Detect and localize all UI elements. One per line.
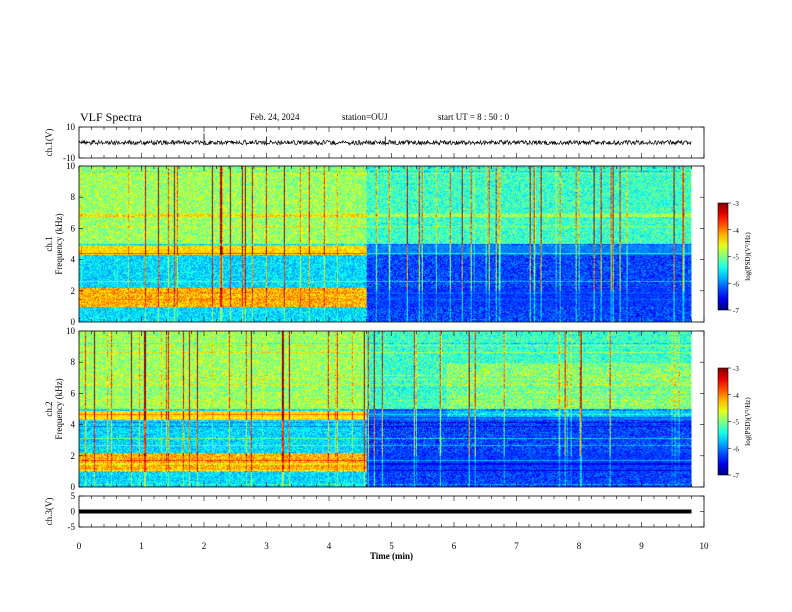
colorbar-tick-label: -4 (733, 392, 739, 400)
colorbar: -3 -4 -5 -6 -7 log(PSD)(V²/Hz) (717, 200, 752, 315)
colorbar-tick-label: -5 (733, 419, 739, 427)
time-axis: 0 1 2 3 4 5 6 7 8 9 10 Time (min) (77, 541, 709, 561)
y-tick-label: 8 (71, 357, 76, 367)
y-axis-label: ch.3(V) (44, 498, 54, 526)
y-tick-label: 5 (71, 491, 76, 501)
x-tick-label: 2 (202, 541, 207, 551)
start-time-label: start UT = 8 : 50 : 0 (438, 112, 510, 122)
colorbar-tick-label: -7 (733, 472, 739, 480)
spectrogram-image (79, 166, 692, 322)
y-tick-label: 4 (71, 420, 76, 430)
y-tick-label: 2 (71, 451, 76, 461)
ch2-spectrogram: 0 2 4 6 8 10 ch.2Frequency (kHz) -3 -4 -5 -6 -7 log(… (44, 326, 752, 492)
ch1-spectrogram: 0 2 4 6 8 10 ch.1Frequency (kHz) -3 -4 -5 -6 -7 log(… (44, 161, 752, 327)
x-tick-label: 3 (264, 541, 269, 551)
y-axis-label-line: Frequency (kHz) (54, 378, 64, 439)
x-tick-label: 5 (389, 541, 394, 551)
x-tick-label: 8 (577, 541, 582, 551)
y-tick-label: 6 (71, 388, 76, 398)
y-axis-label-line: ch.1 (44, 236, 54, 251)
x-tick-label: 7 (514, 541, 519, 551)
y-tick-label: -10 (63, 153, 75, 163)
x-axis-label: Time (min) (370, 551, 413, 561)
y-tick-label: 6 (71, 223, 76, 233)
waveform-trace (78, 139, 692, 146)
colorbar-tick-label: -6 (733, 280, 739, 288)
y-tick-label: 0 (71, 317, 76, 327)
plot-date: Feb. 24, 2024 (250, 112, 300, 122)
colorbar-gradient (717, 202, 729, 311)
x-tick-label: 10 (700, 541, 710, 551)
colorbar-label: log(PSD)(V²/Hz) (744, 232, 752, 281)
x-tick-label: 4 (327, 541, 332, 551)
x-tick-label: 0 (77, 541, 82, 551)
ch1-waveform: 10 -10 ch.1(V) (44, 122, 705, 163)
x-tick-label: 1 (139, 541, 144, 551)
y-tick-label: 10 (66, 161, 76, 171)
x-tick-label: 9 (639, 541, 644, 551)
ch3-waveform: 5 0 -5 ch.3(V) (44, 491, 705, 532)
colorbar-tick-label: -7 (733, 307, 739, 315)
y-tick-label: 10 (66, 326, 76, 336)
y-tick-label: 0 (71, 507, 76, 517)
y-tick-label: 8 (71, 192, 76, 202)
y-axis-label-line: Frequency (kHz) (54, 213, 64, 274)
colorbar-tick-label: -6 (733, 445, 739, 453)
y-tick-label: 2 (71, 286, 76, 296)
x-tick-label: 6 (452, 541, 457, 551)
colorbar-label: log(PSD)(V²/Hz) (744, 397, 752, 446)
y-tick-label: -5 (68, 522, 76, 532)
plot-title: VLF Spectra (80, 110, 142, 124)
colorbar-gradient (717, 367, 729, 476)
colorbar: -3 -4 -5 -6 -7 log(PSD)(V²/Hz) (717, 365, 752, 480)
y-axis-label: ch.1(V) (44, 129, 54, 157)
colorbar-tick-label: -3 (733, 200, 739, 208)
colorbar-tick-label: -4 (733, 227, 739, 235)
colorbar-tick-label: -3 (733, 365, 739, 373)
y-tick-label: 4 (71, 255, 76, 265)
station-label: station=OUJ (342, 112, 388, 122)
colorbar-tick-label: -5 (733, 254, 739, 262)
spectrogram-image (79, 331, 692, 487)
y-tick-label: 10 (66, 122, 76, 132)
y-axis-label: ch.1Frequency (kHz) (44, 213, 64, 274)
y-axis-label: ch.2Frequency (kHz) (44, 378, 64, 439)
y-tick-label: 0 (71, 482, 76, 492)
y-axis-label-line: ch.2 (44, 401, 54, 416)
